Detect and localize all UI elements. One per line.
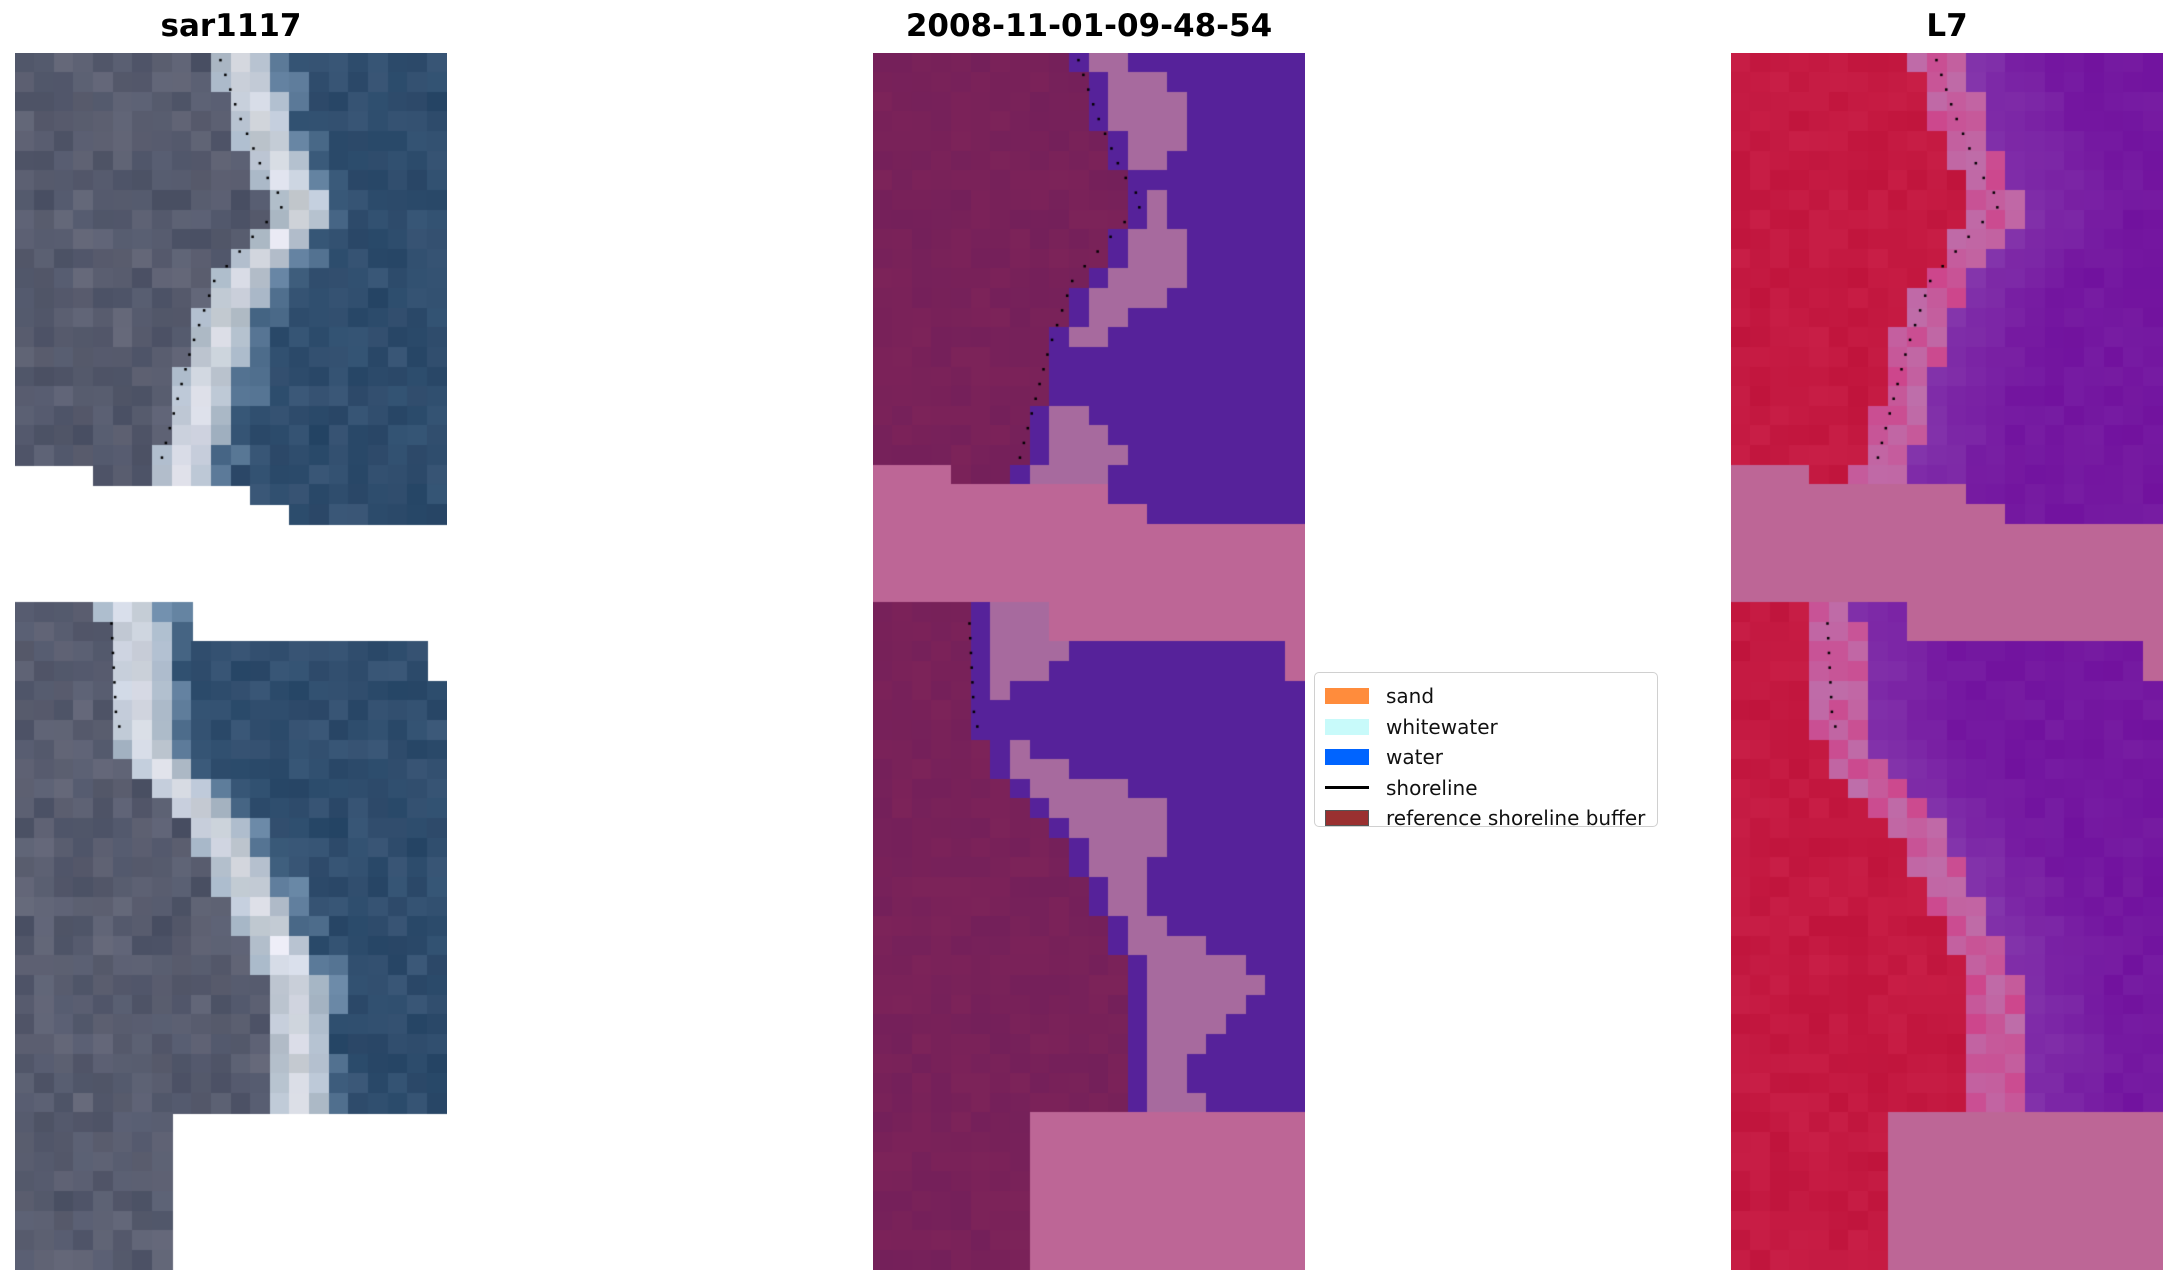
buffer-swatch [1325, 810, 1369, 827]
legend-item-water: water [1325, 742, 1657, 773]
legend-item-whitewater: whitewater [1325, 712, 1657, 743]
water-swatch [1325, 749, 1369, 766]
legend-item-reference-buffer: reference shoreline buffer [1325, 803, 1657, 834]
legend-item-shoreline: shoreline [1325, 773, 1657, 804]
sand-swatch [1325, 688, 1369, 705]
legend-label: reference shoreline buffer [1386, 806, 1646, 831]
whitewater-swatch [1325, 718, 1369, 735]
legend-label: shoreline [1386, 775, 1478, 800]
classified-image-panel [873, 53, 1305, 1270]
panel-title-index: L7 [1926, 8, 1968, 44]
legend-label: sand [1386, 684, 1435, 709]
legend-item-sand: sand [1325, 681, 1657, 712]
index-image-panel [1731, 53, 2163, 1270]
legend: sand whitewater water shoreline referenc… [1314, 672, 1658, 830]
legend-label: whitewater [1386, 714, 1498, 739]
shoreline-line-swatch [1325, 786, 1369, 790]
legend-label: water [1386, 745, 1443, 770]
panel-title-classified: 2008-11-01-09-48-54 [905, 8, 1273, 44]
rgb-image-panel [15, 53, 447, 1270]
panel-title-rgb: sar1117 [160, 8, 302, 44]
